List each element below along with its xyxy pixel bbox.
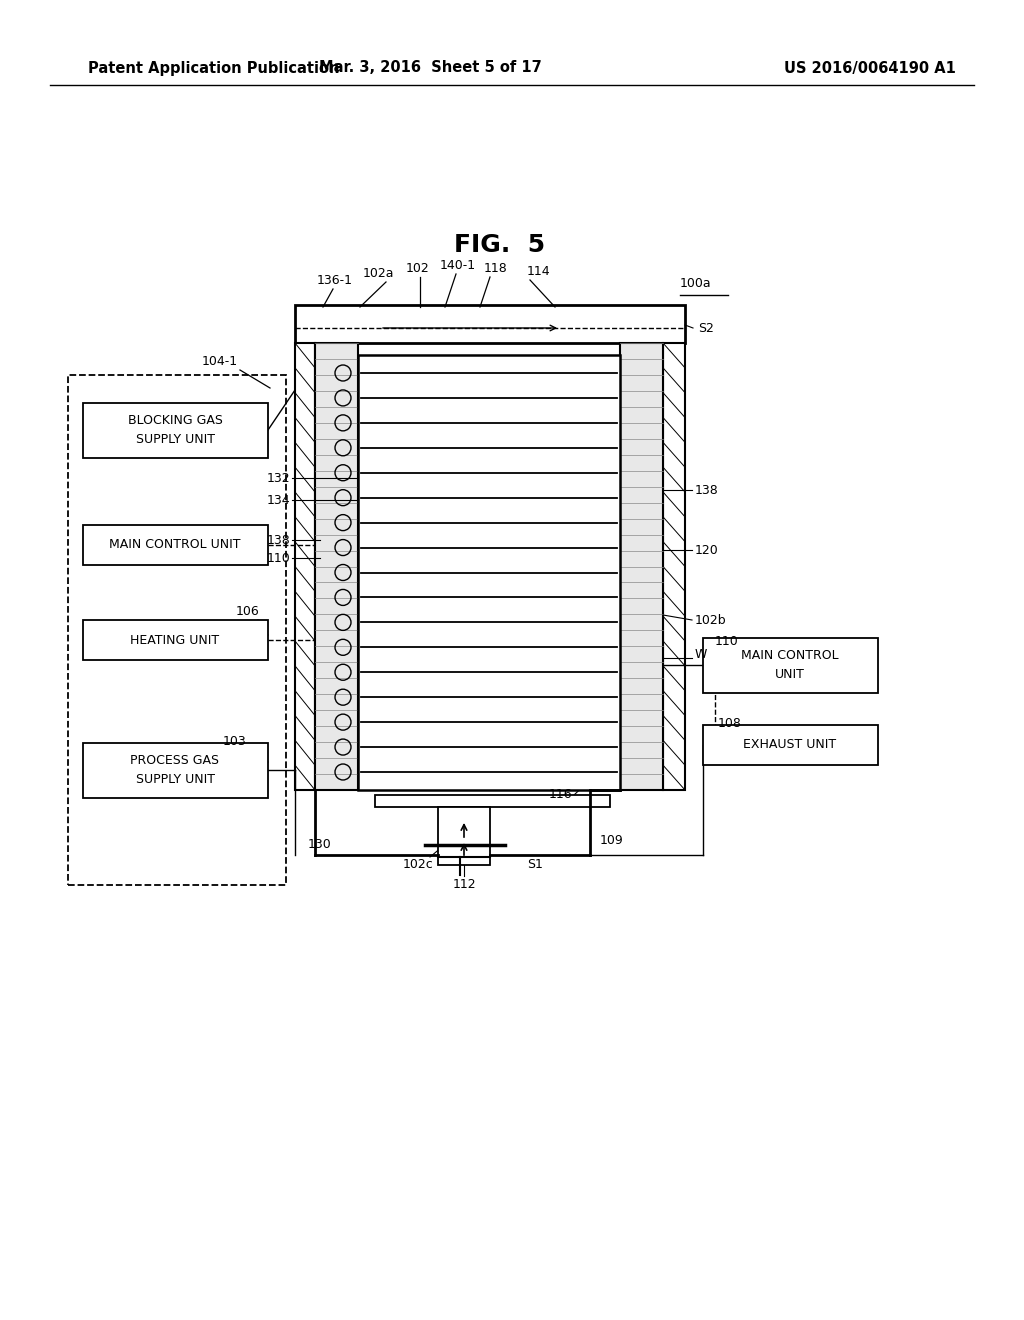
- Text: 100a: 100a: [680, 277, 712, 290]
- Text: 120: 120: [695, 544, 719, 557]
- Text: 138: 138: [695, 483, 719, 496]
- Text: 104-1: 104-1: [202, 355, 238, 368]
- Text: US 2016/0064190 A1: US 2016/0064190 A1: [784, 61, 956, 75]
- Bar: [83, 620, 267, 660]
- Text: UNIT: UNIT: [775, 668, 805, 681]
- Bar: [702, 725, 878, 766]
- Text: FIG.  5: FIG. 5: [455, 234, 546, 257]
- Bar: [620, 343, 663, 789]
- Text: 102c: 102c: [402, 858, 433, 871]
- Bar: [702, 638, 878, 693]
- Text: 110: 110: [266, 552, 290, 565]
- Text: 118: 118: [484, 261, 508, 275]
- Text: S1: S1: [527, 858, 543, 871]
- Text: BLOCKING GAS: BLOCKING GAS: [128, 414, 222, 428]
- Bar: [83, 403, 267, 458]
- Bar: [358, 355, 620, 789]
- Text: 136-1: 136-1: [317, 275, 353, 286]
- Text: 112: 112: [453, 878, 476, 891]
- Bar: [663, 343, 685, 789]
- Bar: [68, 375, 286, 884]
- Bar: [375, 795, 610, 807]
- Text: 110: 110: [715, 635, 738, 648]
- Bar: [83, 525, 267, 565]
- Text: MAIN CONTROL: MAIN CONTROL: [741, 649, 839, 663]
- Text: SUPPLY UNIT: SUPPLY UNIT: [135, 433, 214, 446]
- Text: 102a: 102a: [362, 267, 394, 280]
- Text: S2: S2: [698, 322, 714, 334]
- Bar: [83, 742, 267, 797]
- Text: 140-1: 140-1: [440, 259, 476, 272]
- Bar: [295, 305, 685, 343]
- Text: 138: 138: [266, 533, 290, 546]
- Text: EXHAUST UNIT: EXHAUST UNIT: [743, 738, 837, 751]
- Text: PROCESS GAS: PROCESS GAS: [130, 754, 219, 767]
- Text: 132: 132: [266, 471, 290, 484]
- Text: HEATING UNIT: HEATING UNIT: [130, 634, 219, 647]
- Text: 102: 102: [407, 261, 430, 275]
- Text: 130: 130: [308, 838, 332, 851]
- Text: SUPPLY UNIT: SUPPLY UNIT: [135, 772, 214, 785]
- Text: 106: 106: [237, 605, 260, 618]
- Text: W: W: [695, 648, 708, 661]
- Bar: [438, 807, 490, 865]
- Text: 134: 134: [266, 494, 290, 507]
- Text: Mar. 3, 2016  Sheet 5 of 17: Mar. 3, 2016 Sheet 5 of 17: [318, 61, 542, 75]
- Text: 114: 114: [526, 265, 550, 279]
- Text: 109: 109: [600, 833, 624, 846]
- Bar: [295, 343, 315, 789]
- Text: 103: 103: [222, 735, 246, 748]
- Bar: [315, 343, 358, 789]
- Text: 108: 108: [718, 717, 741, 730]
- Text: MAIN CONTROL UNIT: MAIN CONTROL UNIT: [110, 539, 241, 552]
- Text: 116: 116: [549, 788, 572, 801]
- Text: 102b: 102b: [695, 614, 727, 627]
- Text: Patent Application Publication: Patent Application Publication: [88, 61, 340, 75]
